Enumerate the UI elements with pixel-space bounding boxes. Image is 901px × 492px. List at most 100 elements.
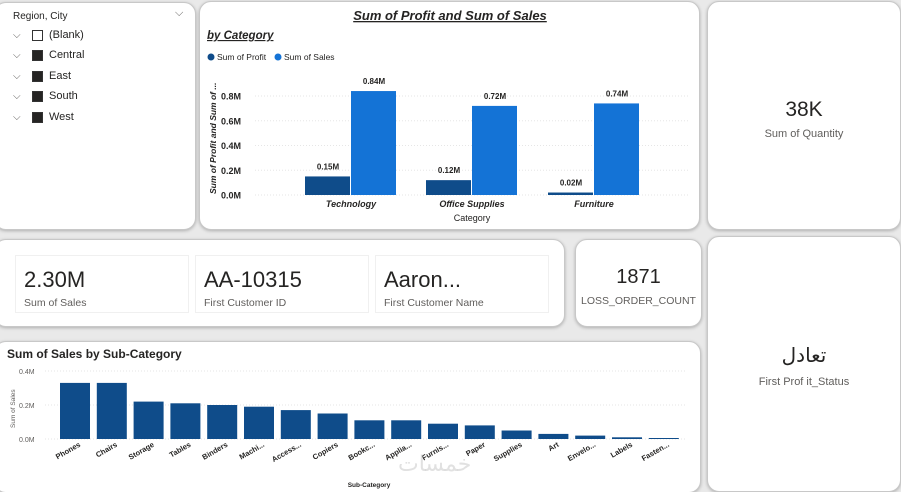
- bar-paper[interactable]: [464, 425, 495, 439]
- sub-y-axis-label: Sum of Sales: [10, 389, 17, 428]
- x-tick-label: Office Supplies: [439, 199, 504, 209]
- status-label: First Prof it_Status: [758, 376, 850, 388]
- y-tick-label: 0.0M: [221, 191, 241, 201]
- bar-profit-furniture[interactable]: [548, 192, 593, 195]
- slicer-item-central[interactable]: ⌵ Central: [9, 47, 84, 63]
- bar-supplies[interactable]: [501, 430, 532, 440]
- slicer-item-label: South: [49, 90, 78, 102]
- bar-profit-office-supplies[interactable]: [426, 180, 471, 195]
- y-tick-label: 0.8M: [221, 92, 241, 102]
- x-tick-label: Fasten...: [640, 440, 671, 463]
- quantity-label: Sum of Quantity: [764, 128, 844, 140]
- sub-chart-title: Sum of Sales by Sub-Category: [7, 347, 182, 361]
- sales-cell: 2.30M Sum of Sales: [15, 255, 189, 313]
- bar-sales-office-supplies[interactable]: [472, 105, 517, 195]
- legend-sales-label: Sum of Sales: [284, 52, 335, 62]
- slicer-item-label: (Blank): [49, 29, 84, 41]
- data-label: 0.15M: [317, 162, 340, 171]
- bar-phones[interactable]: [60, 382, 90, 439]
- quantity-card: 38K Sum of Quantity: [707, 1, 901, 230]
- slicer-title: Region, City: [13, 11, 68, 22]
- x-tick-label: Furniture: [574, 199, 614, 209]
- data-label: 0.72M: [484, 92, 507, 101]
- chevron-expand-icon[interactable]: ⌵: [13, 29, 21, 41]
- legend-sales-marker: [274, 53, 282, 61]
- bar-copiers[interactable]: [317, 413, 348, 440]
- chevron-expand-icon[interactable]: ⌵: [13, 111, 21, 123]
- category-chart-svg: Sum of Profit and Sum of Sales by Catego…: [207, 8, 690, 223]
- customer-name-label: First Customer Name: [384, 297, 484, 309]
- customer-name-cell: Aaron... First Customer Name: [375, 255, 549, 313]
- bar-binders[interactable]: [207, 405, 238, 439]
- x-tick-label: Binders: [201, 440, 230, 462]
- bar-fasten[interactable]: [648, 438, 679, 439]
- chevron-expand-icon[interactable]: ⌵: [13, 49, 21, 61]
- sales-value: 2.30M: [24, 267, 86, 292]
- chevron-down-icon[interactable]: ⌵: [175, 7, 184, 19]
- loss-label: LOSS_ORDER_COUNT: [581, 295, 696, 307]
- x-tick-label: Access...: [270, 440, 303, 464]
- x-tick-label: Copiers: [311, 440, 340, 462]
- bar-bookc[interactable]: [354, 420, 385, 439]
- y-tick-label: 0.2M: [221, 166, 241, 176]
- bar-art[interactable]: [538, 433, 569, 439]
- sales-label: Sum of Sales: [24, 297, 87, 309]
- x-tick-label: Machi...: [238, 440, 266, 462]
- bar-furnis[interactable]: [428, 423, 458, 439]
- bar-tables[interactable]: [170, 403, 201, 439]
- checkbox[interactable]: [32, 29, 43, 41]
- bar-labels[interactable]: [612, 437, 642, 439]
- x-tick-label: Technology: [326, 199, 377, 209]
- sub-x-axis-label: Sub-Category: [348, 482, 391, 489]
- subcategory-chart-svg: Sum of Sales by Sub-Category Sum of Sale…: [7, 347, 685, 489]
- y-tick-label: 0.0M: [19, 437, 35, 444]
- x-tick-label: Envelo...: [566, 440, 597, 463]
- slicer-item-blank[interactable]: ⌵ (Blank): [9, 27, 84, 43]
- bar-storage[interactable]: [133, 401, 164, 439]
- x-axis-label: Category: [454, 213, 491, 223]
- bar-envelo[interactable]: [575, 435, 606, 439]
- loss-value: 1871: [616, 266, 661, 288]
- bar-chairs[interactable]: [96, 382, 127, 439]
- y-tick-label: 0.4M: [221, 141, 241, 151]
- bar-applia[interactable]: [391, 420, 422, 439]
- checkbox[interactable]: [32, 90, 43, 102]
- y-tick-label: 0.6M: [221, 116, 241, 126]
- customer-id-cell: AA-10315 First Customer ID: [195, 255, 369, 313]
- slicer-item-label: East: [49, 70, 72, 82]
- data-label: 0.12M: [438, 166, 461, 175]
- x-tick-label: Paper: [464, 440, 487, 458]
- slicer-item-label: Central: [49, 49, 85, 61]
- checkbox[interactable]: [32, 70, 43, 82]
- slicer-item-label: West: [49, 111, 74, 123]
- checkbox[interactable]: [32, 49, 43, 61]
- region-city-slicer: Region, City ⌵ ⌵ (Blank) ⌵ Central ⌵ Eas…: [0, 2, 196, 230]
- checkbox[interactable]: [32, 111, 43, 123]
- x-tick-label: Bookc...: [347, 440, 377, 462]
- quantity-value: 38K: [785, 98, 823, 121]
- chevron-expand-icon[interactable]: ⌵: [13, 70, 21, 82]
- slicer-item-south[interactable]: ⌵ South: [9, 88, 78, 104]
- chevron-expand-icon[interactable]: ⌵: [13, 90, 21, 102]
- bar-access[interactable]: [280, 410, 311, 439]
- bar-machi[interactable]: [244, 406, 274, 439]
- chart-subtitle: by Category: [207, 30, 274, 42]
- customer-id-value: AA-10315: [204, 267, 302, 292]
- x-tick-label: Supplies: [492, 440, 524, 463]
- bar-sales-furniture[interactable]: [594, 103, 639, 195]
- customer-id-label: First Customer ID: [204, 297, 287, 309]
- customer-name-value: Aaron...: [384, 267, 462, 292]
- data-label: 0.02M: [560, 179, 583, 188]
- y-tick-label: 0.4M: [19, 369, 35, 376]
- y-axis-label: Sum of Profit and Sum of ...: [208, 83, 218, 194]
- subcategory-chart[interactable]: Sum of Sales by Sub-Category Sum of Sale…: [0, 341, 701, 492]
- bar-profit-technology[interactable]: [305, 176, 350, 195]
- category-chart[interactable]: Sum of Profit and Sum of Sales by Catego…: [199, 1, 700, 230]
- chart-title: Sum of Profit and Sum of Sales: [353, 8, 547, 23]
- slicer-item-east[interactable]: ⌵ East: [9, 68, 71, 84]
- legend-profit-label: Sum of Profit: [217, 52, 267, 62]
- slicer-item-west[interactable]: ⌵ West: [9, 109, 74, 125]
- x-tick-label: Applia...: [383, 440, 413, 462]
- bar-sales-technology[interactable]: [351, 91, 396, 195]
- x-tick-label: Art: [547, 440, 561, 453]
